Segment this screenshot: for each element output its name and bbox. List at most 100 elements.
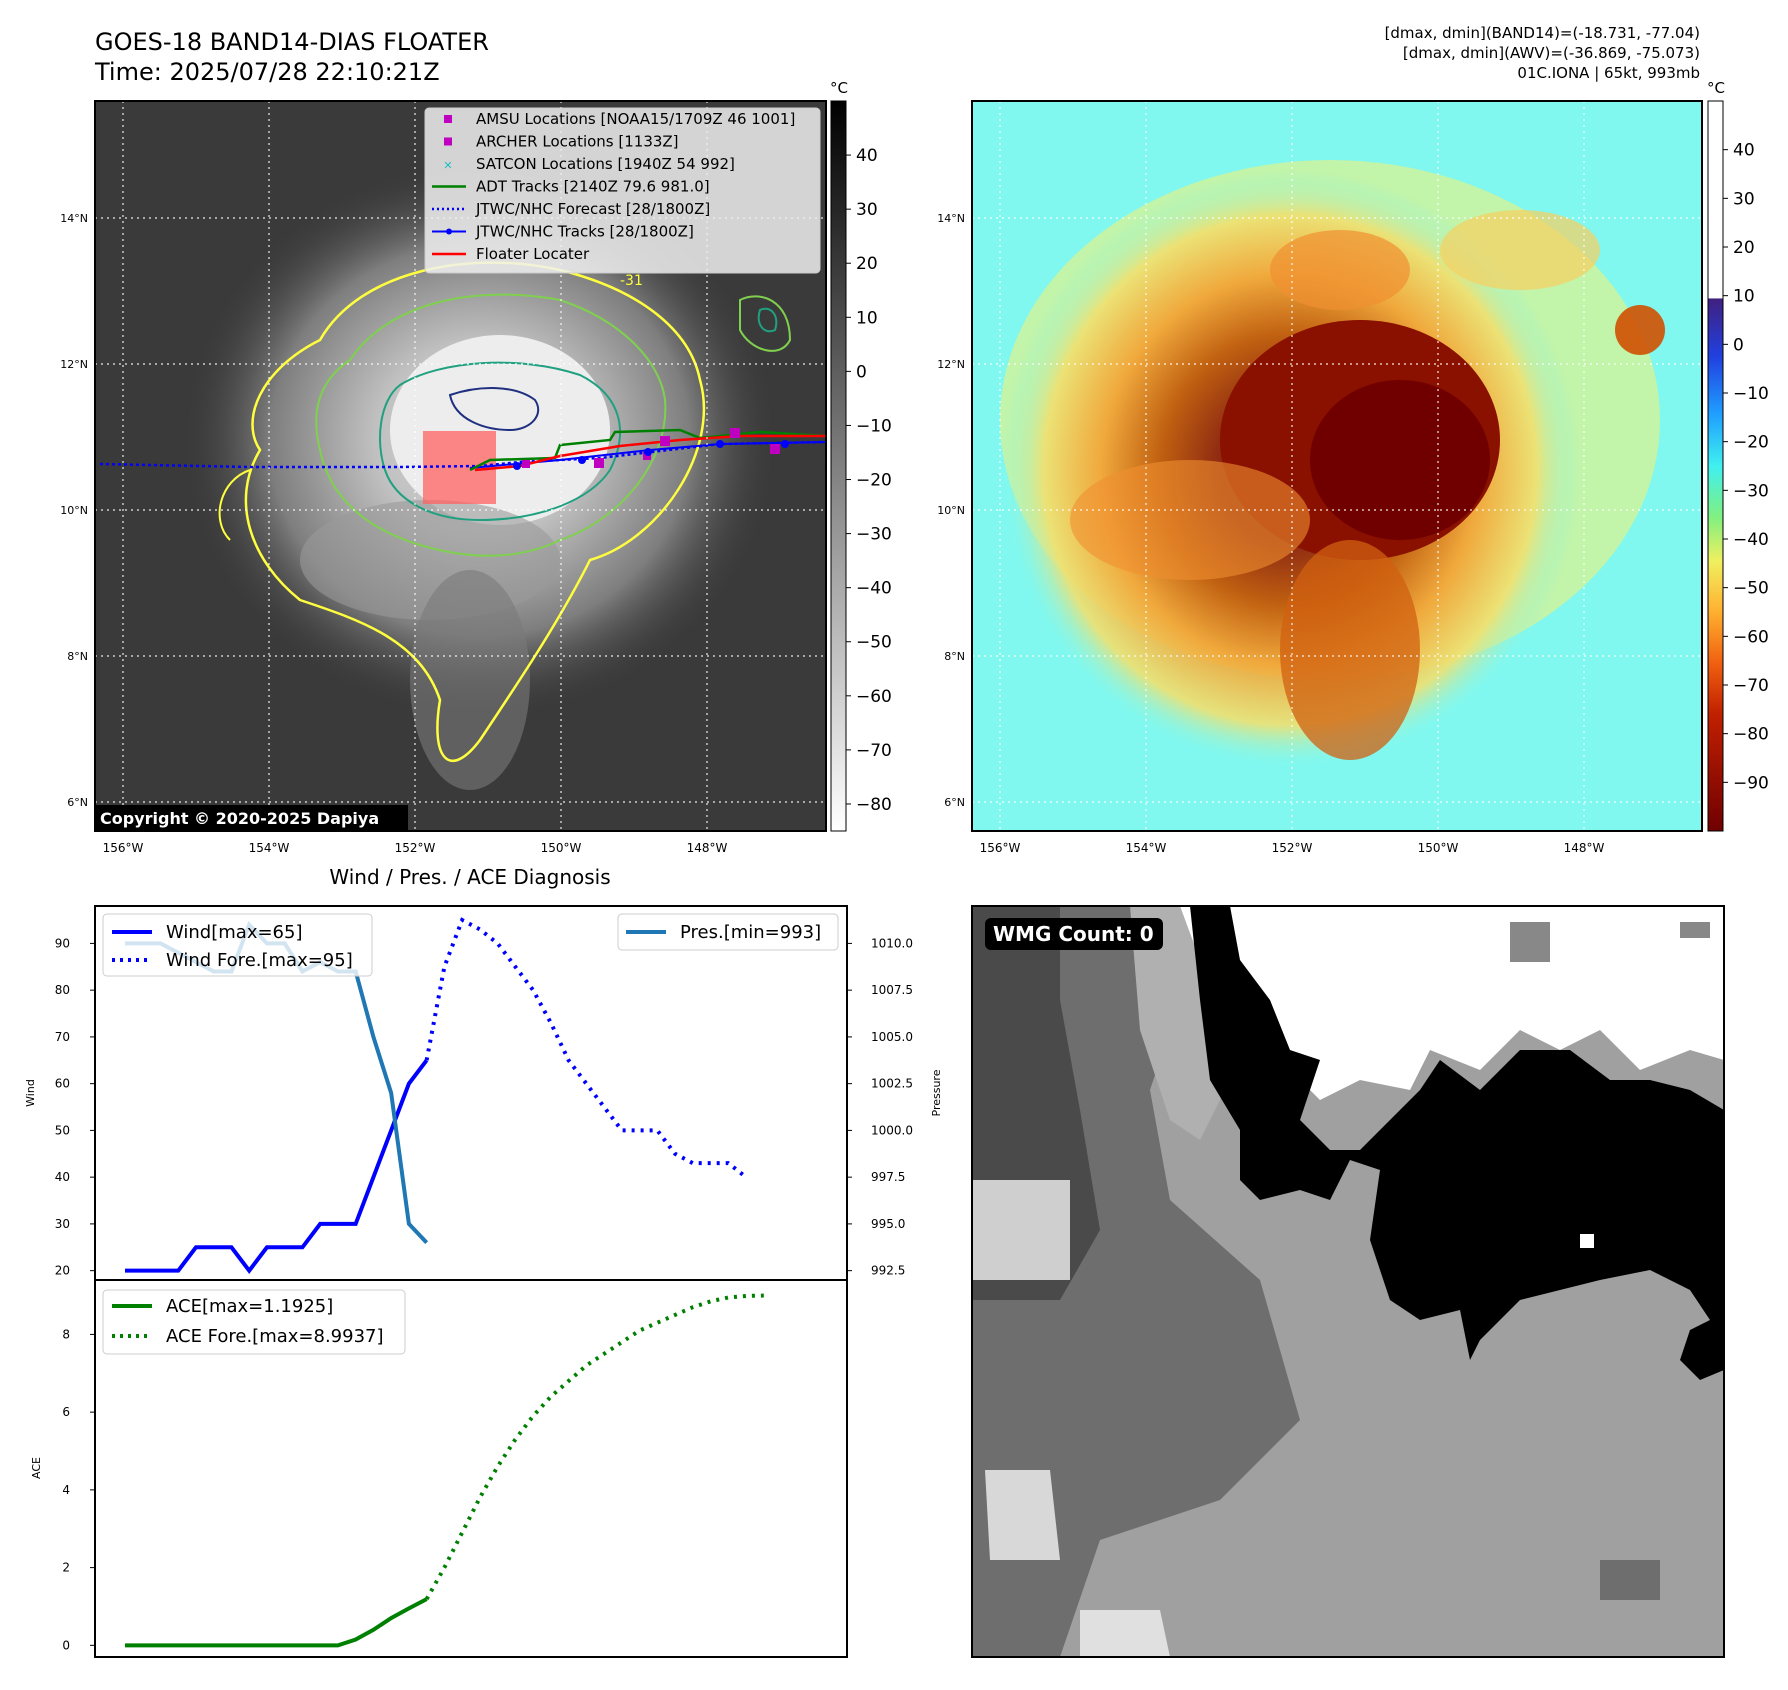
ace-tick: 8	[62, 1327, 70, 1341]
lat-label: 14°N	[60, 212, 88, 225]
wind-tick: 30	[55, 1217, 70, 1231]
series-line	[125, 1059, 429, 1274]
lat-label: 12°N	[60, 358, 88, 371]
pressure-tick: 1000.0	[871, 1123, 913, 1137]
map1-lon-labels: 156°W 154°W 152°W 150°W 148°W	[103, 841, 728, 855]
map2-lon-labels: 156°W 154°W 152°W 150°W 148°W	[980, 841, 1605, 855]
wmg-panel	[972, 906, 1724, 1657]
map-legend-label: Floater Locater	[476, 245, 590, 263]
lat-label: 6°N	[944, 796, 965, 809]
colorbar-tick: −20	[856, 471, 892, 491]
colorbar-tick: −60	[1733, 627, 1769, 647]
x-marker-icon: ✕	[443, 159, 452, 172]
colorbar-tick: −10	[856, 416, 892, 436]
legend-pressure: Pres.[min=993]	[680, 922, 821, 943]
wmg-badge	[985, 918, 1163, 950]
map-legend-label: ARCHER Locations [1133Z]	[476, 133, 679, 151]
lon-label: 156°W	[103, 841, 144, 855]
map-legend-label: JTWC/NHC Forecast [28/1800Z]	[475, 200, 710, 218]
storm-info: 01C.IONA | 65kt, 993mb	[1517, 64, 1700, 82]
lat-label: 8°N	[67, 650, 88, 663]
map-legend-item: JTWC/NHC Forecast [28/1800Z]	[432, 200, 710, 218]
colorbar-tick: −20	[1733, 433, 1769, 453]
map-legend-item: JTWC/NHC Tracks [28/1800Z]	[432, 223, 694, 241]
colorbar-tick: 0	[856, 362, 867, 382]
copyright-text: Copyright © 2020-2025 Dapiya	[100, 809, 379, 828]
colorbar-tick: 10	[856, 308, 878, 328]
gray-colorbar-unit: °C	[830, 79, 848, 97]
pressure-tick: 1010.0	[871, 936, 913, 950]
colorbar-tick: 30	[1733, 189, 1755, 209]
contour-label: -31	[620, 273, 643, 289]
wmg-count: WMG Count: 0	[993, 922, 1154, 946]
colorbar-tick: 0	[1733, 335, 1744, 355]
map-legend-item: ADT Tracks [2140Z 79.6 981.0]	[432, 178, 710, 196]
ace-tick: 2	[62, 1561, 70, 1575]
pressure-tick: 1007.5	[871, 983, 913, 997]
colorbar-tick: −50	[856, 633, 892, 653]
lon-label: 150°W	[1418, 841, 1459, 855]
map-legend-label: ADT Tracks [2140Z 79.6 981.0]	[476, 178, 710, 196]
colorbar-tick: −30	[1733, 481, 1769, 501]
lat-label: 6°N	[67, 796, 88, 809]
wind-tick: 60	[55, 1077, 70, 1091]
colorbar-tick: 10	[1733, 287, 1755, 307]
legend-ace: ACE[max=1.1925]	[166, 1296, 333, 1317]
colorbar-tick: −10	[1733, 384, 1769, 404]
lon-label: 156°W	[980, 841, 1021, 855]
lat-label: 10°N	[60, 504, 88, 517]
series-line	[424, 1293, 764, 1601]
series-line	[125, 1597, 428, 1648]
map-legend-label: SATCON Locations [1940Z 54 992]	[476, 155, 735, 173]
pressure-tick: 1005.0	[871, 1030, 913, 1044]
pressure-legend: Pres.[min=993]	[617, 913, 839, 951]
awv-range: [dmax, dmin](AWV)=(-36.869, -75.073)	[1403, 44, 1700, 62]
lon-label: 150°W	[541, 841, 582, 855]
map1-lat-labels: 14°N 12°N 10°N 8°N 6°N	[60, 212, 88, 809]
legend-wind: Wind[max=65]	[166, 922, 303, 943]
copyright-badge	[95, 805, 408, 831]
map-legend-item: ✕ SATCON Locations [1940Z 54 992]	[443, 155, 735, 173]
lat-label: 8°N	[944, 650, 965, 663]
pressure-tick: 995.0	[871, 1217, 905, 1231]
ace-tick: 4	[62, 1483, 70, 1497]
lon-label: 148°W	[687, 841, 728, 855]
colorbar-tick: −50	[1733, 579, 1769, 599]
lat-label: 10°N	[937, 504, 965, 517]
colorbar-tick: 20	[1733, 238, 1755, 258]
ace-axis-label: ACE	[30, 1457, 43, 1479]
map-legend-item: Floater Locater	[432, 245, 590, 263]
colorbar-tick: 30	[856, 200, 878, 220]
map2-lat-labels: 14°N 12°N 10°N 8°N 6°N	[937, 212, 965, 809]
wind-axis-label: Wind	[24, 1079, 37, 1107]
colorbar-tick: 40	[1733, 141, 1755, 161]
legend-ace-fore: ACE Fore.[max=8.9937]	[166, 1326, 384, 1347]
wind-tick: 20	[55, 1264, 70, 1278]
pressure-tick: 997.5	[871, 1170, 905, 1184]
ace-legend: ACE[max=1.1925] ACE Fore.[max=8.9937]	[102, 1289, 406, 1355]
wind-tick: 40	[55, 1170, 70, 1184]
map-legend: AMSU Locations [NOAA15/1709Z 46 1001] ARC…	[424, 107, 821, 274]
colorbar-tick: −80	[1733, 725, 1769, 745]
ace-tick: 6	[62, 1405, 70, 1419]
color-map-panel	[972, 101, 1702, 831]
lat-label: 14°N	[937, 212, 965, 225]
colorbar-tick: −80	[856, 795, 892, 815]
pressure-axis-label: Pressure	[930, 1069, 943, 1116]
diagnosis-title: Wind / Pres. / ACE Diagnosis	[329, 865, 610, 889]
wind-tick: 90	[55, 936, 70, 950]
wind-tick: 80	[55, 983, 70, 997]
colorbar-tick: −70	[856, 741, 892, 761]
colorbar-tick: 20	[856, 254, 878, 274]
ace-tick: 0	[62, 1638, 70, 1652]
wind-tick: 70	[55, 1030, 70, 1044]
color-colorbar: °C 40 30 20 10 0 −10 −20 −30 −40 −50 −60 −70 −80 −90	[1707, 79, 1769, 832]
legend-wind-fore: Wind Fore.[max=95]	[166, 950, 353, 971]
map-legend-item: AMSU Locations [NOAA15/1709Z 46 1001]	[444, 110, 795, 128]
wind-legend: Wind[max=65] Wind Fore.[max=95]	[102, 913, 373, 977]
pressure-tick: 1002.5	[871, 1077, 913, 1091]
color-colorbar-unit: °C	[1707, 79, 1725, 97]
lat-label: 12°N	[937, 358, 965, 371]
wind-tick: 50	[55, 1123, 70, 1137]
